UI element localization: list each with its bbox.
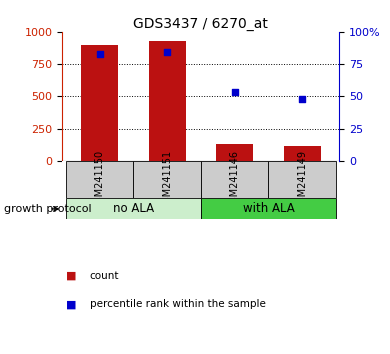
Bar [149,41,186,161]
Text: growth protocol: growth protocol [4,204,92,214]
Bar [66,198,201,219]
Text: with ALA: with ALA [243,202,294,216]
Text: ■: ■ [66,271,77,281]
Point [96,51,103,57]
Bar [268,161,336,198]
Bar [284,146,321,161]
Text: no ALA: no ALA [113,202,154,216]
Text: count: count [90,271,119,281]
Point [299,96,305,102]
Bar [133,161,201,198]
Text: percentile rank within the sample: percentile rank within the sample [90,299,266,309]
Point [232,90,238,95]
Bar [216,144,253,161]
Title: GDS3437 / 6270_at: GDS3437 / 6270_at [133,17,268,31]
Bar [201,198,336,219]
Bar [66,161,133,198]
Text: GSM241146: GSM241146 [230,150,239,209]
Text: GSM241149: GSM241149 [297,150,307,209]
Text: GSM241150: GSM241150 [94,150,105,209]
Text: GSM241151: GSM241151 [162,150,172,209]
Text: ■: ■ [66,299,77,309]
Bar [201,161,268,198]
Bar [81,45,118,161]
Point [164,50,170,55]
